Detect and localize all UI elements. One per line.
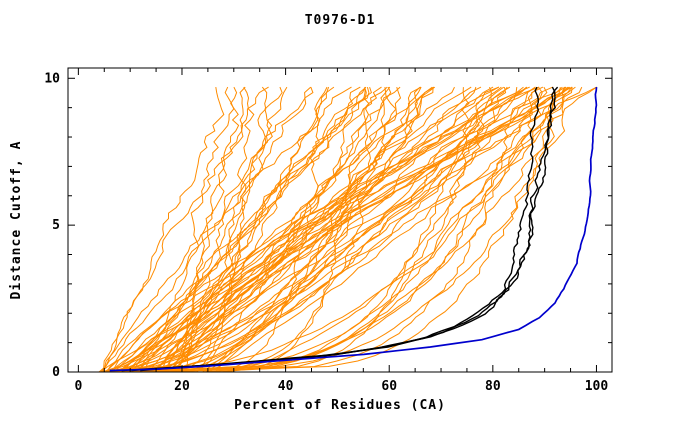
model-curve [114,86,524,372]
model-curve [97,86,502,372]
model-curve [176,87,387,372]
best-model-curve [109,87,598,372]
highlight-curve-1 [131,86,556,372]
y-tick-label: 5 [52,218,60,233]
model-curve [120,86,314,372]
x-tick-label: 20 [174,379,190,394]
model-curve [100,86,352,372]
model-curve [172,86,493,372]
model-curve [170,86,283,372]
model-curve [144,86,507,372]
model-curve [187,86,255,372]
model-curve [106,86,540,372]
axes-layer [67,67,613,373]
model-curve [166,86,433,372]
model-curve [120,86,388,372]
chart-title: T0976-D1 [304,13,376,28]
model-curve [98,86,312,372]
model-curve [127,86,539,372]
model-curve [111,86,573,372]
model-curve [176,86,530,372]
model-curve [107,86,597,372]
model-curve [107,86,391,372]
model-curve [107,86,422,372]
model-curve [105,86,563,372]
model-curve [108,87,434,372]
y-tick-label: 10 [44,71,60,86]
model-curve [101,86,566,372]
model-curve [220,87,573,372]
highlight-curve-2 [140,86,559,372]
highlight-curve-3 [121,86,540,372]
model-curve [141,86,528,372]
model-curve [129,86,597,372]
model-curve [155,86,401,372]
model-curve [102,86,269,372]
x-tick-label: 80 [485,379,501,394]
x-tick-label: 100 [585,379,609,394]
model-curve [143,86,544,372]
model-curve [111,86,500,372]
model-curve [215,86,494,372]
model-curve [208,86,583,372]
model-curve [159,86,499,372]
model-curve [114,86,235,372]
model-curve [101,87,225,372]
model-curve [120,86,573,372]
y-tick-label: 0 [52,365,60,380]
model-curve [198,86,543,372]
x-axis-label: Percent of Residues (CA) [234,398,446,413]
model-curve [157,86,330,372]
x-tick-label: 40 [278,379,294,394]
model-curve [165,86,372,372]
x-tick-label: 60 [381,379,397,394]
model-curve [222,86,570,372]
x-tick-label: 0 [74,379,82,394]
model-curve [127,86,567,372]
model-curve [160,87,470,372]
model-curve [149,86,435,372]
y-axis-label: Distance Cutoff, A [9,140,24,300]
model-curve [161,87,561,372]
curves-layer [97,86,598,372]
model-curve [100,86,422,372]
